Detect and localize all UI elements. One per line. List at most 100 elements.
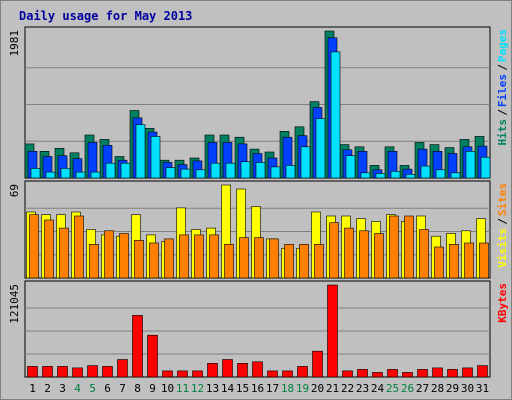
x-label-day-19: 19	[296, 382, 309, 395]
bar-kbytes-day-24	[372, 372, 383, 378]
legend-item-hits: Hits	[496, 119, 509, 146]
x-label-day-8: 8	[134, 382, 141, 395]
x-label-day-21: 21	[326, 382, 339, 395]
bar-sites-day-11	[179, 234, 189, 279]
bar-pages-day-26	[405, 174, 416, 179]
x-label-day-23: 23	[356, 382, 369, 395]
x-label-day-10: 10	[161, 382, 174, 395]
bar-sites-day-30	[464, 242, 474, 279]
bar-kbytes-day-4	[72, 367, 83, 378]
legend-item-pages: Pages	[496, 29, 509, 62]
bar-sites-day-18	[284, 244, 294, 279]
bar-kbytes-day-21	[327, 284, 338, 378]
legend-item-visits: Visits	[496, 228, 509, 268]
bar-kbytes-day-31	[477, 365, 488, 378]
bar-pages-day-20	[315, 118, 326, 179]
bar-sites-day-23	[359, 230, 369, 279]
bar-pages-day-11	[180, 168, 191, 179]
x-label-day-27: 27	[416, 382, 429, 395]
bar-pages-day-28	[435, 169, 446, 179]
legend-separator: /	[496, 109, 509, 116]
bar-kbytes-day-25	[387, 369, 398, 378]
bar-pages-day-24	[375, 173, 386, 179]
bar-kbytes-day-11	[177, 370, 188, 378]
bar-pages-day-14	[225, 162, 236, 179]
x-axis-labels: 1 2 3 4 5 6 7 8 9 10 11 12 13 14 15 16 17 18 19 20 21 22 23 24 2…	[29, 382, 489, 395]
bar-sites-day-3	[59, 227, 69, 279]
legend-visits-sites: Sites / Visits	[496, 183, 509, 268]
x-label-day-20: 20	[311, 382, 324, 395]
bar-pages-day-10	[165, 167, 176, 179]
bar-kbytes-day-29	[447, 369, 458, 378]
bar-pages-day-30	[465, 151, 476, 179]
bar-sites-day-7	[119, 233, 129, 279]
bar-pages-day-27	[420, 165, 431, 179]
bar-sites-day-29	[449, 244, 459, 279]
bar-sites-day-1	[29, 214, 39, 279]
bar-kbytes-day-20	[312, 350, 323, 378]
x-label-day-26: 26	[401, 382, 414, 395]
x-label-day-14: 14	[221, 382, 235, 395]
bar-kbytes-day-5	[87, 365, 98, 378]
bar-kbytes-day-27	[417, 369, 428, 378]
bar-sites-day-26	[404, 215, 414, 279]
x-label-day-28: 28	[431, 382, 444, 395]
bar-kbytes-day-9	[147, 334, 158, 378]
bar-sites-day-31	[479, 242, 489, 279]
x-label-day-15: 15	[236, 382, 249, 395]
x-label-day-4: 4	[74, 382, 81, 395]
bar-kbytes-day-23	[357, 369, 368, 378]
bar-kbytes-day-12	[192, 370, 203, 378]
bar-kbytes-day-22	[342, 370, 353, 378]
x-label-day-7: 7	[119, 382, 126, 395]
x-label-day-16: 16	[251, 382, 264, 395]
bar-pages-day-8	[135, 124, 146, 179]
legend-hits-files-pages: Pages / Files / Hits	[496, 29, 509, 146]
bar-sites-day-22	[344, 227, 354, 279]
x-label-day-12: 12	[191, 382, 204, 395]
x-label-day-5: 5	[89, 382, 96, 395]
bar-kbytes-day-19	[297, 366, 308, 378]
bar-kbytes-day-7	[117, 359, 128, 378]
bar-pages-day-29	[450, 172, 461, 179]
bar-pages-day-3	[60, 168, 71, 179]
x-label-day-2: 2	[44, 382, 51, 395]
panel-kbytes: 121045 KBytes	[8, 280, 509, 378]
x-label-day-22: 22	[341, 382, 354, 395]
bar-sites-day-15	[239, 237, 249, 279]
bar-sites-day-25	[389, 215, 399, 279]
bar-pages-day-9	[150, 136, 161, 179]
bar-pages-day-2	[45, 171, 56, 179]
bar-kbytes-day-30	[462, 367, 473, 378]
panel-frame	[24, 280, 491, 378]
x-label-day-13: 13	[206, 382, 219, 395]
bar-kbytes-day-16	[252, 361, 263, 378]
bar-sites-day-9	[149, 242, 159, 279]
bar-kbytes-day-1	[27, 366, 38, 378]
bar-kbytes-day-13	[207, 362, 218, 378]
bar-pages-day-7	[120, 162, 131, 179]
bar-pages-day-17	[270, 166, 281, 179]
bar-pages-day-5	[90, 171, 101, 179]
bar-sites-day-19	[299, 244, 309, 279]
bar-pages-day-13	[210, 162, 221, 179]
bar-pages-day-15	[240, 161, 251, 179]
bar-pages-day-19	[300, 146, 311, 179]
x-label-day-18: 18	[281, 382, 294, 395]
bar-kbytes-day-6	[102, 366, 113, 378]
legend-item-kbytes: KBytes	[496, 283, 509, 323]
legend-kbytes: KBytes	[496, 283, 509, 323]
bar-sites-day-16	[254, 237, 264, 279]
bar-sites-day-17	[269, 238, 279, 279]
bar-kbytes-day-14	[222, 359, 233, 378]
chart-title: Daily usage for May 2013	[19, 9, 192, 23]
bar-sites-day-28	[434, 246, 444, 279]
bar-sites-day-13	[209, 234, 219, 279]
bar-pages-day-4	[75, 171, 86, 179]
y-max-label: 121045	[8, 284, 21, 324]
bar-sites-day-12	[194, 234, 204, 279]
bar-sites-day-20	[314, 244, 324, 279]
x-label-day-29: 29	[446, 382, 459, 395]
x-label-day-6: 6	[104, 382, 111, 395]
bar-sites-day-4	[74, 215, 84, 279]
